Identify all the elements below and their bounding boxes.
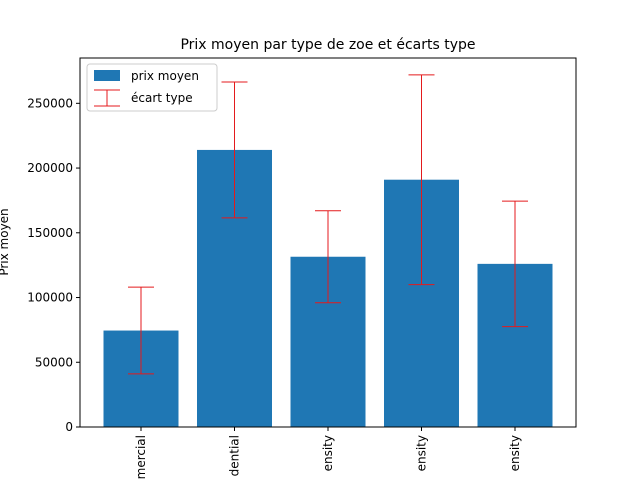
y-tick-label: 50000 xyxy=(35,355,73,369)
x-tick-label: ensity xyxy=(321,435,335,471)
error-bars-group xyxy=(128,74,528,375)
chart-title: Prix moyen par type de zoe et écarts typ… xyxy=(180,37,475,53)
x-axis: mercial dential ensity ensity ensity xyxy=(134,427,522,479)
y-tick-label: 150000 xyxy=(27,226,73,240)
y-axis-label: Prix moyen xyxy=(0,208,11,275)
x-tick-label: mercial xyxy=(134,435,148,479)
y-tick-label: 200000 xyxy=(27,161,73,175)
y-tick-label: 250000 xyxy=(27,96,73,110)
y-axis: 0 50000 100000 150000 200000 250000 xyxy=(27,96,80,434)
legend-bar-swatch xyxy=(94,70,120,81)
error-bar xyxy=(221,81,248,219)
legend: prix moyen écart type xyxy=(86,63,218,112)
legend-error-swatch xyxy=(94,89,120,107)
error-bar xyxy=(128,286,154,375)
x-tick-label: ensity xyxy=(415,435,429,471)
x-tick-label: dential xyxy=(228,435,242,476)
legend-error-label: écart type xyxy=(131,91,193,105)
legend-bar-label: prix moyen xyxy=(131,69,199,83)
error-bar xyxy=(408,74,435,286)
error-bar xyxy=(502,200,528,328)
y-tick-label: 100000 xyxy=(27,291,73,305)
x-tick-label: ensity xyxy=(508,435,522,471)
y-tick-label: 0 xyxy=(65,420,73,434)
error-bar xyxy=(315,210,341,304)
